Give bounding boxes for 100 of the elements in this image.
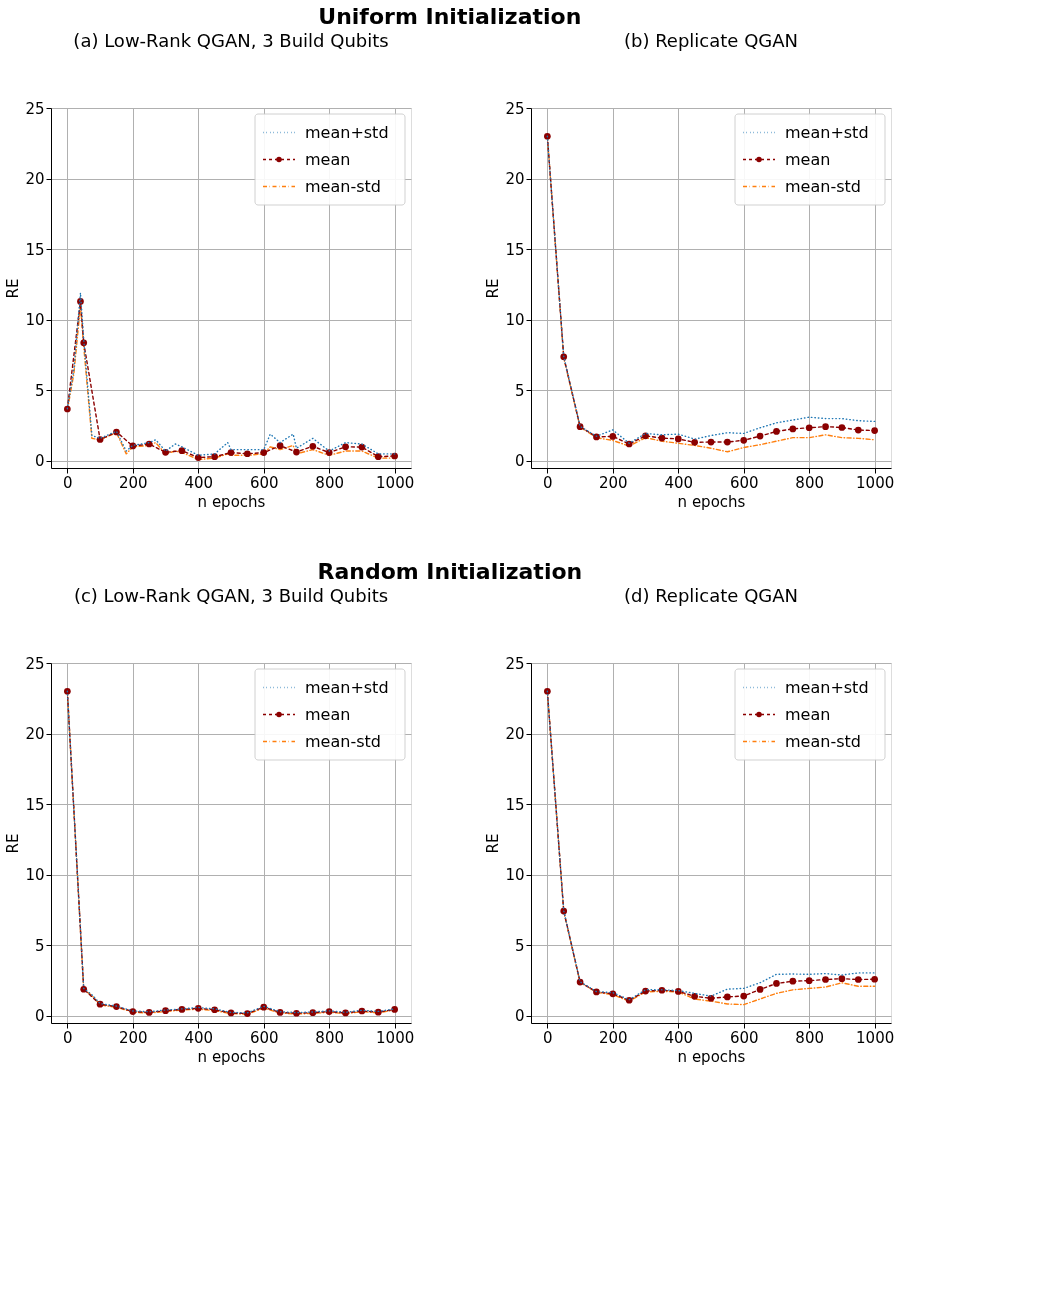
x-tick-label: 1000 bbox=[856, 1028, 895, 1047]
x-tick-label: 200 bbox=[599, 473, 628, 492]
x-tick-label: 0 bbox=[63, 473, 73, 492]
point bbox=[756, 432, 764, 440]
x-tick-label: 600 bbox=[249, 473, 279, 492]
y-tick-label: 5 bbox=[514, 381, 525, 400]
y-tick-label: 25 bbox=[505, 654, 525, 673]
point bbox=[391, 452, 398, 460]
legend-label: mean-std bbox=[305, 176, 381, 196]
y-tick-label: 10 bbox=[25, 311, 45, 330]
point bbox=[211, 453, 218, 461]
point bbox=[80, 985, 88, 993]
y-axis-title: RE bbox=[484, 833, 503, 854]
point bbox=[609, 433, 617, 440]
point bbox=[838, 424, 846, 431]
point bbox=[178, 447, 186, 454]
x-tick-label: 0 bbox=[543, 473, 553, 492]
y-tick-label: 25 bbox=[25, 99, 45, 118]
y-tick-label: 20 bbox=[505, 170, 525, 189]
y-tick-label: 0 bbox=[34, 452, 45, 471]
y-tick-label: 0 bbox=[514, 452, 525, 471]
point bbox=[64, 405, 71, 413]
chart-title: (d) Replicate QGAN bbox=[623, 585, 799, 606]
legend-label: mean-std bbox=[305, 731, 381, 751]
legend-label: mean bbox=[785, 149, 831, 169]
point bbox=[145, 440, 153, 448]
x-tick-label: 1000 bbox=[856, 473, 895, 492]
x-axis-title: n epochs bbox=[677, 492, 746, 511]
point bbox=[293, 448, 300, 456]
point bbox=[642, 987, 649, 995]
x-tick-label: 600 bbox=[249, 1028, 279, 1047]
point bbox=[391, 1006, 398, 1013]
point bbox=[244, 1010, 251, 1017]
y-tick-label: 20 bbox=[25, 725, 45, 744]
point bbox=[658, 986, 666, 994]
chart-title: (a) Low-Rank QGAN, 3 Build Qubits bbox=[73, 30, 389, 51]
x-tick-label: 600 bbox=[729, 1028, 759, 1047]
y-tick-label: 20 bbox=[505, 725, 525, 744]
legend-label: mean+std bbox=[785, 122, 869, 142]
point bbox=[724, 438, 731, 446]
y-tick-label: 10 bbox=[505, 866, 525, 885]
y-tick-label: 20 bbox=[25, 170, 45, 189]
legend-label: mean+std bbox=[785, 677, 869, 697]
point bbox=[838, 975, 846, 983]
x-axis-title: n epochs bbox=[677, 1047, 746, 1066]
point bbox=[707, 438, 715, 446]
x-tick-label: 400 bbox=[184, 473, 214, 492]
point bbox=[64, 687, 71, 695]
point bbox=[740, 436, 748, 444]
x-tick-label: 800 bbox=[315, 473, 344, 492]
x-tick-label: 400 bbox=[184, 1028, 214, 1047]
x-tick-label: 400 bbox=[664, 1028, 694, 1047]
x-tick-label: 0 bbox=[63, 1028, 73, 1047]
point bbox=[773, 980, 780, 987]
point bbox=[544, 132, 551, 140]
point bbox=[822, 976, 829, 983]
legend-label: mean+std bbox=[305, 677, 389, 697]
x-tick-label: 400 bbox=[664, 473, 694, 492]
point bbox=[309, 442, 317, 450]
point bbox=[576, 423, 584, 430]
x-tick-label: 200 bbox=[599, 1028, 628, 1047]
y-axis-title: RE bbox=[4, 833, 23, 854]
point bbox=[194, 454, 202, 461]
y-tick-label: 5 bbox=[34, 381, 45, 400]
x-tick-label: 800 bbox=[795, 1028, 824, 1047]
point bbox=[871, 975, 878, 983]
point bbox=[658, 434, 666, 442]
legend-label: mean-std bbox=[785, 176, 861, 196]
point bbox=[822, 423, 829, 430]
text: Random Initialization bbox=[317, 558, 583, 584]
point bbox=[691, 438, 698, 446]
point bbox=[789, 977, 797, 985]
y-tick-label: 25 bbox=[25, 654, 45, 673]
point bbox=[244, 450, 251, 458]
x-tick-label: 600 bbox=[729, 473, 759, 492]
point bbox=[740, 992, 748, 1000]
legend-label: mean bbox=[305, 149, 351, 169]
y-axis-title: RE bbox=[484, 278, 503, 299]
chart-title: (b) Replicate QGAN bbox=[623, 30, 799, 51]
y-tick-label: 15 bbox=[505, 240, 525, 259]
point bbox=[805, 977, 813, 984]
point bbox=[276, 442, 284, 450]
x-tick-label: 200 bbox=[119, 1028, 148, 1047]
point bbox=[96, 436, 104, 443]
y-tick-label: 5 bbox=[514, 936, 525, 955]
y-tick-label: 0 bbox=[514, 1007, 525, 1026]
point bbox=[374, 453, 382, 461]
point bbox=[674, 435, 682, 443]
y-tick-label: 0 bbox=[34, 1007, 45, 1026]
point bbox=[871, 427, 878, 434]
point bbox=[325, 449, 333, 456]
y-tick-label: 10 bbox=[25, 866, 45, 885]
x-axis-title: n epochs bbox=[197, 492, 266, 511]
point bbox=[789, 425, 797, 433]
y-tick-label: 15 bbox=[25, 240, 45, 259]
x-tick-label: 800 bbox=[795, 473, 824, 492]
point bbox=[691, 992, 698, 1000]
x-tick-label: 200 bbox=[119, 473, 148, 492]
legend-label: mean bbox=[785, 704, 831, 724]
point bbox=[854, 426, 862, 434]
